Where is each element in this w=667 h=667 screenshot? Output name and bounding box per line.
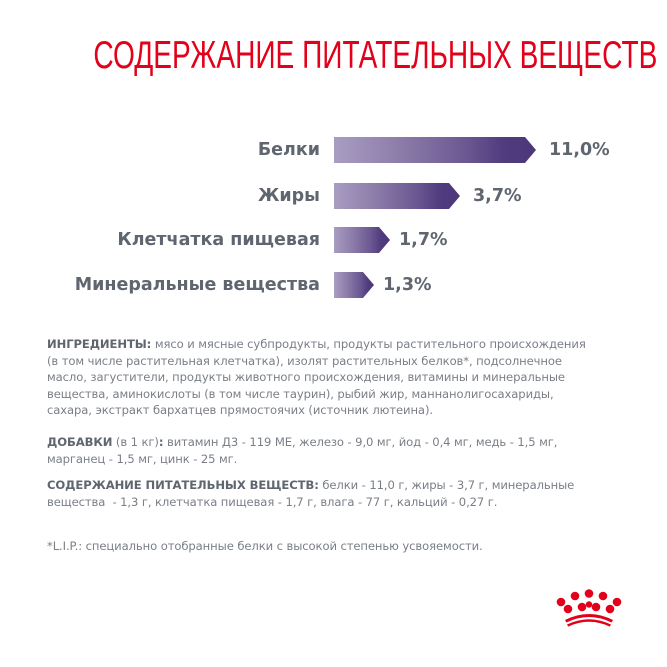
chart-row-fiber: Клетчатка пищевая 1,7% bbox=[0, 227, 667, 253]
nutrients-paragraph: СОДЕРЖАНИЕ ПИТАТЕЛЬНЫХ ВЕЩЕСТВ: белки - … bbox=[47, 478, 575, 509]
chart-row-fat: Жиры 3,7% bbox=[0, 183, 667, 209]
bar-label: Клетчатка пищевая bbox=[117, 230, 320, 250]
nutrient-bar-chart: Белки 11,0% Жиры 3,7% Клетчатка пищевая … bbox=[0, 0, 667, 320]
ingredients-heading: ИНГРЕДИЕНТЫ: bbox=[47, 337, 152, 351]
chart-row-protein: Белки 11,0% bbox=[0, 137, 667, 163]
bar-value: 1,7% bbox=[399, 230, 448, 250]
bar-value: 3,7% bbox=[473, 186, 522, 206]
nutrients-heading: СОДЕРЖАНИЕ ПИТАТЕЛЬНЫХ ВЕЩЕСТВ: bbox=[47, 478, 319, 492]
bar-label: Минеральные вещества bbox=[74, 275, 320, 295]
page-title: СОДЕРЖАНИЕ ПИТАТЕЛЬНЫХ ВЕЩЕСТВ bbox=[93, 34, 658, 77]
bar-fat bbox=[334, 183, 460, 209]
bar-fiber bbox=[334, 227, 390, 253]
bar-minerals bbox=[334, 272, 374, 298]
bar-value: 1,3% bbox=[383, 275, 432, 295]
footnote: *L.I.P.: специально отобранные белки с в… bbox=[47, 539, 483, 553]
bar-value: 11,0% bbox=[549, 140, 610, 160]
bar-label: Белки bbox=[257, 140, 320, 160]
additives-paragraph: ДОБАВКИ (в 1 кг): витамин Д3 - 119 МЕ, ж… bbox=[47, 435, 558, 466]
bar-protein bbox=[334, 137, 536, 163]
royal-canin-crown-icon bbox=[553, 588, 625, 632]
bar-label: Жиры bbox=[257, 186, 320, 206]
ingredients-paragraph: ИНГРЕДИЕНТЫ: мясо и мясные субпродукты, … bbox=[47, 337, 586, 418]
chart-row-minerals: Минеральные вещества 1,3% bbox=[0, 272, 667, 298]
additives-heading: ДОБАВКИ bbox=[47, 435, 113, 449]
